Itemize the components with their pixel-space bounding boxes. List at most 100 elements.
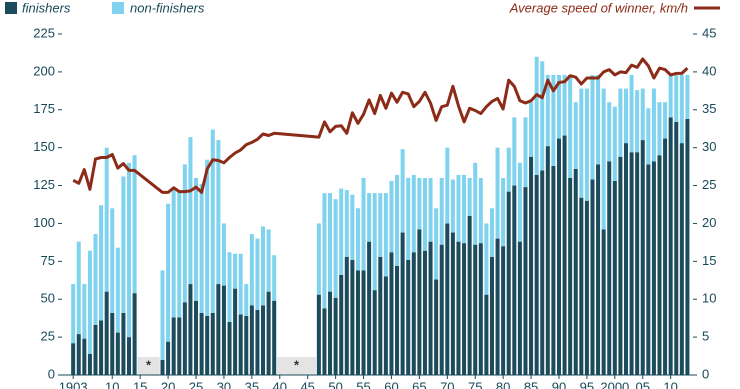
bar-finishers xyxy=(227,321,232,375)
bar-finishers xyxy=(607,161,612,375)
bar-finishers xyxy=(651,161,656,375)
bar-non-finishers xyxy=(166,203,171,342)
x-tick-label: 85 xyxy=(524,379,538,389)
bar-non-finishers xyxy=(489,208,494,257)
x-tick-label: 10 xyxy=(105,379,119,389)
bar-non-finishers xyxy=(76,241,81,335)
bar-non-finishers xyxy=(411,174,416,253)
bar-finishers xyxy=(110,312,115,375)
bar-finishers xyxy=(640,140,645,375)
bar-finishers xyxy=(233,288,238,375)
bar-non-finishers xyxy=(657,102,662,156)
bar-finishers xyxy=(623,143,629,375)
bar-finishers xyxy=(434,279,439,375)
bar-non-finishers xyxy=(383,193,388,277)
bar-finishers xyxy=(361,270,366,375)
y-tick-label: 100 xyxy=(33,215,55,230)
bar-non-finishers xyxy=(417,177,422,230)
bar-non-finishers xyxy=(115,247,120,333)
bar-finishers xyxy=(344,256,349,375)
x-tick-label: 60 xyxy=(384,379,398,389)
x-tick-label: 50 xyxy=(328,379,342,389)
bar-non-finishers xyxy=(333,199,338,298)
bar-finishers xyxy=(512,185,517,375)
x-tick-label: 20 xyxy=(161,379,175,389)
bar-non-finishers xyxy=(272,255,277,301)
bar-finishers xyxy=(646,164,651,375)
bar-finishers xyxy=(93,324,98,375)
bar-non-finishers xyxy=(668,74,673,118)
bar-non-finishers xyxy=(596,74,601,165)
x-tick-label: 2000 xyxy=(600,379,629,389)
bar-finishers xyxy=(601,229,606,375)
x-tick-label: 30 xyxy=(217,379,231,389)
bar-non-finishers xyxy=(322,193,327,309)
y2-tick-label: 10 xyxy=(702,291,716,306)
bar-finishers xyxy=(71,343,76,375)
gap-annotation: * xyxy=(294,357,300,372)
bar-finishers xyxy=(328,291,333,375)
bar-non-finishers xyxy=(428,177,433,242)
bar-finishers xyxy=(406,259,411,375)
y-tick-label: 0 xyxy=(48,366,55,381)
y2-tick-label: 25 xyxy=(702,177,716,192)
x-tick-label: 1903 xyxy=(59,379,88,389)
bar-finishers xyxy=(188,284,193,375)
bar-finishers xyxy=(104,291,109,375)
bar-non-finishers xyxy=(367,193,372,242)
bar-non-finishers xyxy=(71,284,76,344)
bar-non-finishers xyxy=(663,102,668,139)
bar-non-finishers xyxy=(82,284,87,339)
gap-annotation: * xyxy=(146,357,152,372)
bar-non-finishers xyxy=(339,188,344,275)
bar-finishers xyxy=(411,252,416,375)
bar-non-finishers xyxy=(685,74,690,119)
x-tick-label: 95 xyxy=(580,379,594,389)
bar-non-finishers xyxy=(506,147,511,192)
bar-non-finishers xyxy=(344,190,349,257)
bar-finishers xyxy=(395,265,400,375)
bar-non-finishers xyxy=(210,129,215,313)
bar-finishers xyxy=(618,156,623,375)
bar-finishers xyxy=(568,177,573,375)
bar-non-finishers xyxy=(126,162,132,338)
bar-finishers xyxy=(389,252,394,375)
bar-non-finishers xyxy=(104,147,109,292)
bar-non-finishers xyxy=(556,74,561,139)
bar-non-finishers xyxy=(205,159,210,316)
bar-non-finishers xyxy=(462,174,467,244)
bar-non-finishers xyxy=(623,88,629,144)
bar-non-finishers xyxy=(233,253,238,289)
bar-non-finishers xyxy=(93,234,98,325)
bar-non-finishers xyxy=(512,117,517,186)
bar-finishers xyxy=(316,294,321,375)
x-tick-label: 45 xyxy=(300,379,314,389)
bar-non-finishers xyxy=(395,174,400,266)
bar-non-finishers xyxy=(450,179,455,233)
bar-non-finishers xyxy=(316,223,321,295)
bar-finishers xyxy=(266,291,271,375)
bar-finishers xyxy=(590,179,595,375)
y-tick-label: 25 xyxy=(41,329,55,344)
bar-finishers xyxy=(462,243,467,375)
bar-finishers xyxy=(556,138,561,375)
bar-finishers xyxy=(450,232,455,375)
bar-finishers xyxy=(439,244,444,375)
bar-non-finishers xyxy=(194,177,199,301)
bar-non-finishers xyxy=(501,177,506,247)
bar-finishers xyxy=(199,312,204,375)
bar-non-finishers xyxy=(99,205,104,321)
x-tick-label: 40 xyxy=(273,379,287,389)
bar-finishers xyxy=(545,146,550,375)
bar-non-finishers xyxy=(484,223,489,295)
bar-non-finishers xyxy=(545,74,550,147)
bar-finishers xyxy=(534,174,539,375)
bar-non-finishers xyxy=(355,208,360,271)
bar-finishers xyxy=(573,168,578,375)
y2-tick-label: 40 xyxy=(702,63,716,78)
bar-non-finishers xyxy=(635,90,640,153)
bar-finishers xyxy=(171,317,176,375)
bar-non-finishers xyxy=(573,102,578,169)
bar-finishers xyxy=(210,312,215,375)
